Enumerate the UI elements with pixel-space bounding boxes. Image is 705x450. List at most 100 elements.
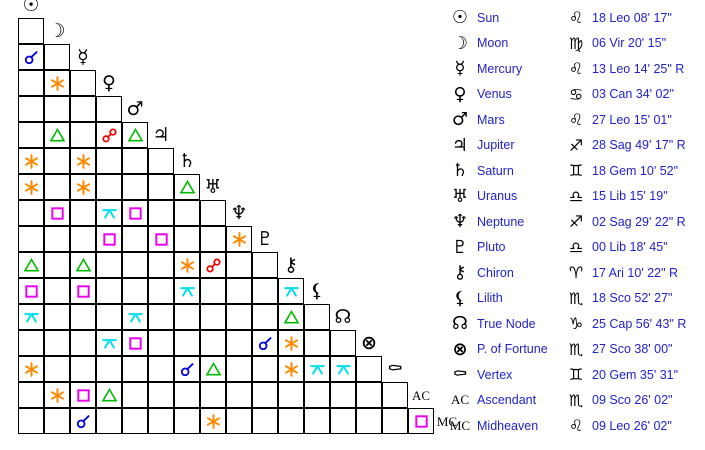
aspect-cell-neptune-saturn	[174, 200, 200, 226]
saturn-name-label: Saturn	[477, 163, 514, 178]
aspect-cell-ascendant-saturn	[174, 382, 200, 408]
jupiter-name-label: Jupiter	[477, 138, 515, 153]
aspect-cell-true-node-lilith	[304, 304, 330, 330]
grid-glyph-mars-icon: ♂	[126, 97, 144, 120]
chiron-name-label: Chiron	[477, 265, 514, 280]
planet-row-true-node: ☊ True Node ♑ 25 Cap 56' 43" R	[443, 311, 705, 337]
aspect-cell-mercury-moon	[44, 44, 70, 70]
aspect-cell-lilith-pluto	[252, 278, 278, 304]
aspect-cell-uranus-jupiter	[148, 174, 174, 200]
aspect-cell-jupiter-moon	[44, 122, 70, 148]
aspect-cell-true-node-pluto	[252, 304, 278, 330]
sun-name-label: Sun	[477, 10, 500, 25]
aspect-cell-neptune-venus	[96, 200, 122, 226]
aspect-cell-pluto-moon	[44, 226, 70, 252]
aspect-cell-lilith-jupiter	[148, 278, 174, 304]
true-node-sign-cap-icon: ♑	[568, 314, 584, 334]
planet-row-chiron: ⚷ Chiron ♈ 17 Ari 10' 22" R	[443, 260, 705, 286]
true-node-position-value: 25 Cap 56' 43" R	[592, 316, 687, 331]
ascendant-name-label: Ascendant	[477, 393, 537, 408]
aspect-cell-vertex-uranus	[200, 356, 226, 382]
aspect-cell-ascendant-jupiter	[148, 382, 174, 408]
aspect-cell-vertex-chiron	[278, 356, 304, 382]
aspect-cell-mars-sun	[18, 96, 44, 122]
aspect-cell-jupiter-sun	[18, 122, 44, 148]
aspect-cell-true-node-saturn	[174, 304, 200, 330]
uranus-sign-lib-icon: ♎	[568, 186, 584, 206]
aspect-cell-pluto-uranus	[200, 226, 226, 252]
p-of-fortune-glyph-icon: ⊗	[452, 338, 468, 360]
aspect-cell-neptune-sun	[18, 200, 44, 226]
aspect-cell-chiron-uranus	[200, 252, 226, 278]
aspect-cell-p-of-fortune-pluto	[252, 330, 278, 356]
aspect-cell-lilith-uranus	[200, 278, 226, 304]
saturn-position-value: 18 Gem 10' 52"	[592, 163, 679, 178]
aspect-cell-midheaven-saturn	[174, 408, 200, 434]
planet-row-midheaven: MC Midheaven ♌ 09 Leo 26' 02"	[443, 413, 705, 439]
aspect-cell-mercury-sun	[18, 44, 44, 70]
vertex-name-label: Vertex	[477, 367, 513, 382]
aspect-cell-venus-mercury	[70, 70, 96, 96]
planet-row-jupiter: ♃ Jupiter ♐ 28 Sag 49' 17" R	[443, 133, 705, 159]
aspect-cell-midheaven-mercury	[70, 408, 96, 434]
aspect-cell-chiron-sun	[18, 252, 44, 278]
aspect-cell-midheaven-moon	[44, 408, 70, 434]
venus-glyph-icon: ♀	[453, 83, 467, 105]
grid-glyph-p-of-fortune-icon: ⊗	[361, 331, 377, 354]
mars-sign-leo-icon: ♌	[568, 110, 584, 130]
chiron-position-value: 17 Ari 10' 22" R	[592, 265, 679, 280]
p-of-fortune-name-label: P. of Fortune	[477, 342, 548, 357]
aspect-cell-true-node-neptune	[226, 304, 252, 330]
moon-sign-vir-icon: ♍	[568, 33, 584, 53]
aspect-cell-midheaven-venus	[96, 408, 122, 434]
aspect-cell-lilith-saturn	[174, 278, 200, 304]
neptune-name-label: Neptune	[477, 214, 525, 229]
mercury-name-label: Mercury	[477, 61, 523, 76]
planet-row-ascendant: AC Ascendant ♏ 09 Sco 26' 02"	[443, 388, 705, 414]
midheaven-glyph-icon: MC	[449, 417, 471, 433]
ascendant-position-value: 09 Sco 26' 02"	[592, 393, 673, 408]
aspect-cell-p-of-fortune-neptune	[226, 330, 252, 356]
aspect-cell-lilith-chiron	[278, 278, 304, 304]
moon-name-label: Moon	[477, 36, 509, 51]
planet-row-mercury: ☿ Mercury ♌ 13 Leo 14' 25" R	[443, 56, 705, 82]
aspect-cell-venus-sun	[18, 70, 44, 96]
aspect-cell-p-of-fortune-venus	[96, 330, 122, 356]
planet-row-lilith: ⚸ Lilith ♏ 18 Sco 52' 27"	[443, 286, 705, 312]
grid-glyph-sun-icon: ☉	[22, 0, 40, 16]
vertex-sign-gem-icon: ♊	[568, 365, 584, 385]
aspect-cell-chiron-venus	[96, 252, 122, 278]
aspect-cell-saturn-sun	[18, 148, 44, 174]
aspect-cell-jupiter-mars	[122, 122, 148, 148]
mars-glyph-icon: ♂	[451, 109, 469, 131]
aspect-cell-ascendant-neptune	[226, 382, 252, 408]
aspect-cell-jupiter-mercury	[70, 122, 96, 148]
venus-position-value: 03 Can 34' 02"	[592, 87, 674, 102]
moon-glyph-icon: ☽	[451, 32, 469, 54]
aspect-cell-true-node-sun	[18, 304, 44, 330]
aspect-cell-vertex-saturn	[174, 356, 200, 382]
aspect-cell-ascendant-uranus	[200, 382, 226, 408]
aspect-cell-vertex-venus	[96, 356, 122, 382]
aspect-cell-midheaven-p-of-fortune	[356, 408, 382, 434]
pluto-name-label: Pluto	[477, 240, 506, 255]
mars-position-value: 27 Leo 15' 01"	[592, 112, 672, 127]
pluto-position-value: 00 Lib 18' 45"	[592, 240, 668, 255]
aspect-cell-chiron-pluto	[252, 252, 278, 278]
saturn-glyph-icon: ♄	[451, 160, 469, 182]
uranus-glyph-icon: ♅	[451, 185, 469, 207]
aspect-cell-true-node-venus	[96, 304, 122, 330]
planet-row-sun: ☉ Sun ♌ 18 Leo 08' 17"	[443, 5, 705, 31]
aspect-cell-uranus-sun	[18, 174, 44, 200]
aspect-cell-saturn-mercury	[70, 148, 96, 174]
grid-glyph-lilith-icon: ⚸	[310, 279, 324, 302]
grid-glyph-jupiter-icon: ♃	[152, 123, 170, 146]
aspect-cell-ascendant-venus	[96, 382, 122, 408]
aspect-cell-true-node-chiron	[278, 304, 304, 330]
aspect-cell-midheaven-mars	[122, 408, 148, 434]
aspect-cell-uranus-mercury	[70, 174, 96, 200]
aspect-cell-p-of-fortune-mercury	[70, 330, 96, 356]
aspect-cell-true-node-mercury	[70, 304, 96, 330]
aspect-cell-saturn-jupiter	[148, 148, 174, 174]
grid-glyph-ascendant-icon: AC	[411, 387, 431, 403]
